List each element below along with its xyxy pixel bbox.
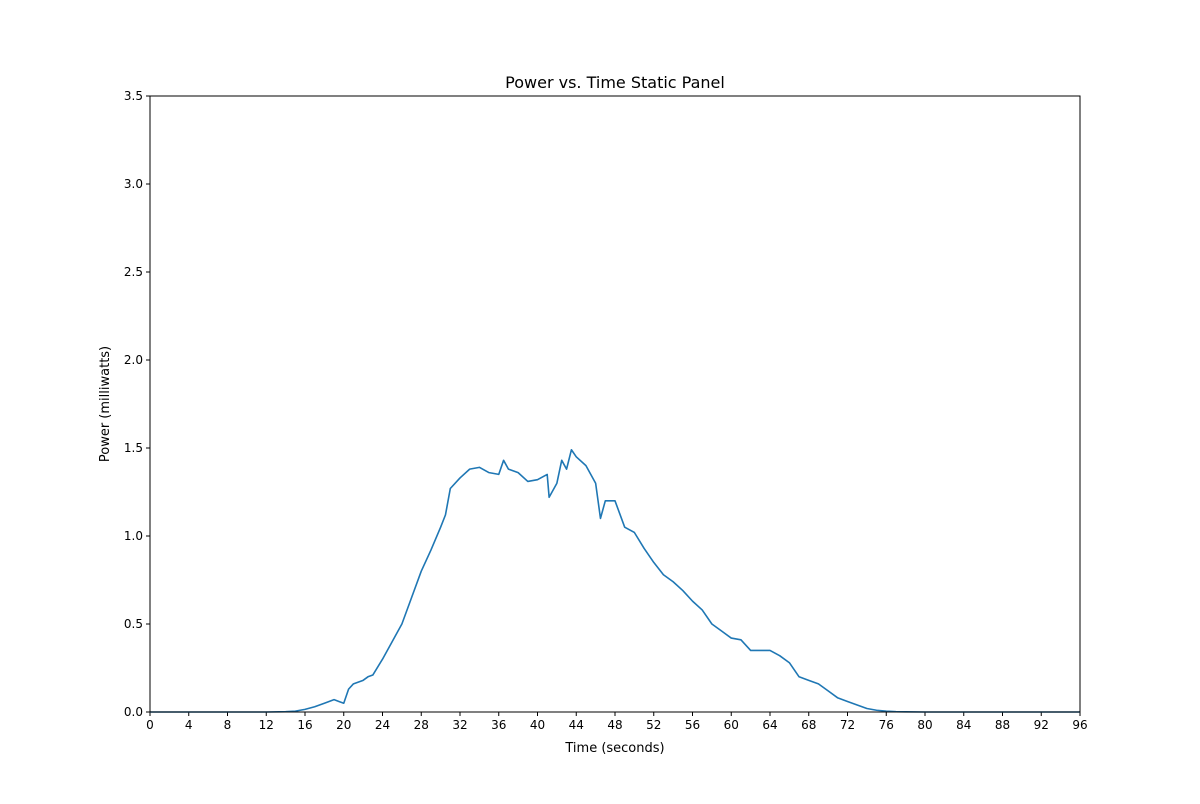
x-tick-label: 92 (1034, 718, 1049, 732)
chart-title: Power vs. Time Static Panel (505, 73, 725, 92)
x-tick-label: 32 (452, 718, 467, 732)
y-axis-ticks: 0.0 0.5 1.0 1.5 2.0 2.5 3.0 3.5 (124, 89, 150, 719)
x-tick-label: 16 (297, 718, 312, 732)
x-tick-label: 28 (414, 718, 429, 732)
x-tick-label: 96 (1072, 718, 1087, 732)
y-tick-label: 0.0 (124, 705, 143, 719)
x-tick-label: 84 (956, 718, 971, 732)
x-tick-label: 48 (607, 718, 622, 732)
y-tick-label: 2.0 (124, 353, 143, 367)
y-tick-label: 1.0 (124, 529, 143, 543)
x-axis-ticks: 0 4 8 12 16 20 24 28 32 36 40 44 48 52 56 60 64 68 72 76 80 8… (146, 712, 1088, 732)
x-tick-label: 88 (995, 718, 1010, 732)
series-line-0 (150, 448, 1080, 713)
x-tick-label: 0 (146, 718, 154, 732)
y-tick-label: 0.5 (124, 617, 143, 631)
x-tick-label: 64 (762, 718, 777, 732)
y-axis-label: Power (milliwatts) (98, 346, 113, 462)
x-tick-label: 68 (801, 718, 816, 732)
y-tick-label: 1.5 (124, 441, 143, 455)
y-tick-label: 2.5 (124, 265, 143, 279)
y-tick-label: 3.0 (124, 177, 143, 191)
x-tick-label: 40 (530, 718, 545, 732)
x-tick-label: 76 (879, 718, 894, 732)
x-tick-label: 4 (185, 718, 193, 732)
series-layer (150, 448, 1080, 713)
x-tick-label: 56 (685, 718, 700, 732)
x-tick-label: 12 (259, 718, 274, 732)
x-tick-label: 60 (724, 718, 739, 732)
x-tick-label: 20 (336, 718, 351, 732)
x-tick-label: 72 (840, 718, 855, 732)
x-tick-label: 44 (569, 718, 584, 732)
y-tick-label: 3.5 (124, 89, 143, 103)
x-tick-label: 8 (224, 718, 232, 732)
plot-frame (149, 95, 1081, 713)
x-axis-label: Time (seconds) (564, 741, 664, 756)
x-tick-label: 52 (646, 718, 661, 732)
x-tick-label: 80 (917, 718, 932, 732)
x-tick-label: 24 (375, 718, 390, 732)
x-tick-label: 36 (491, 718, 506, 732)
